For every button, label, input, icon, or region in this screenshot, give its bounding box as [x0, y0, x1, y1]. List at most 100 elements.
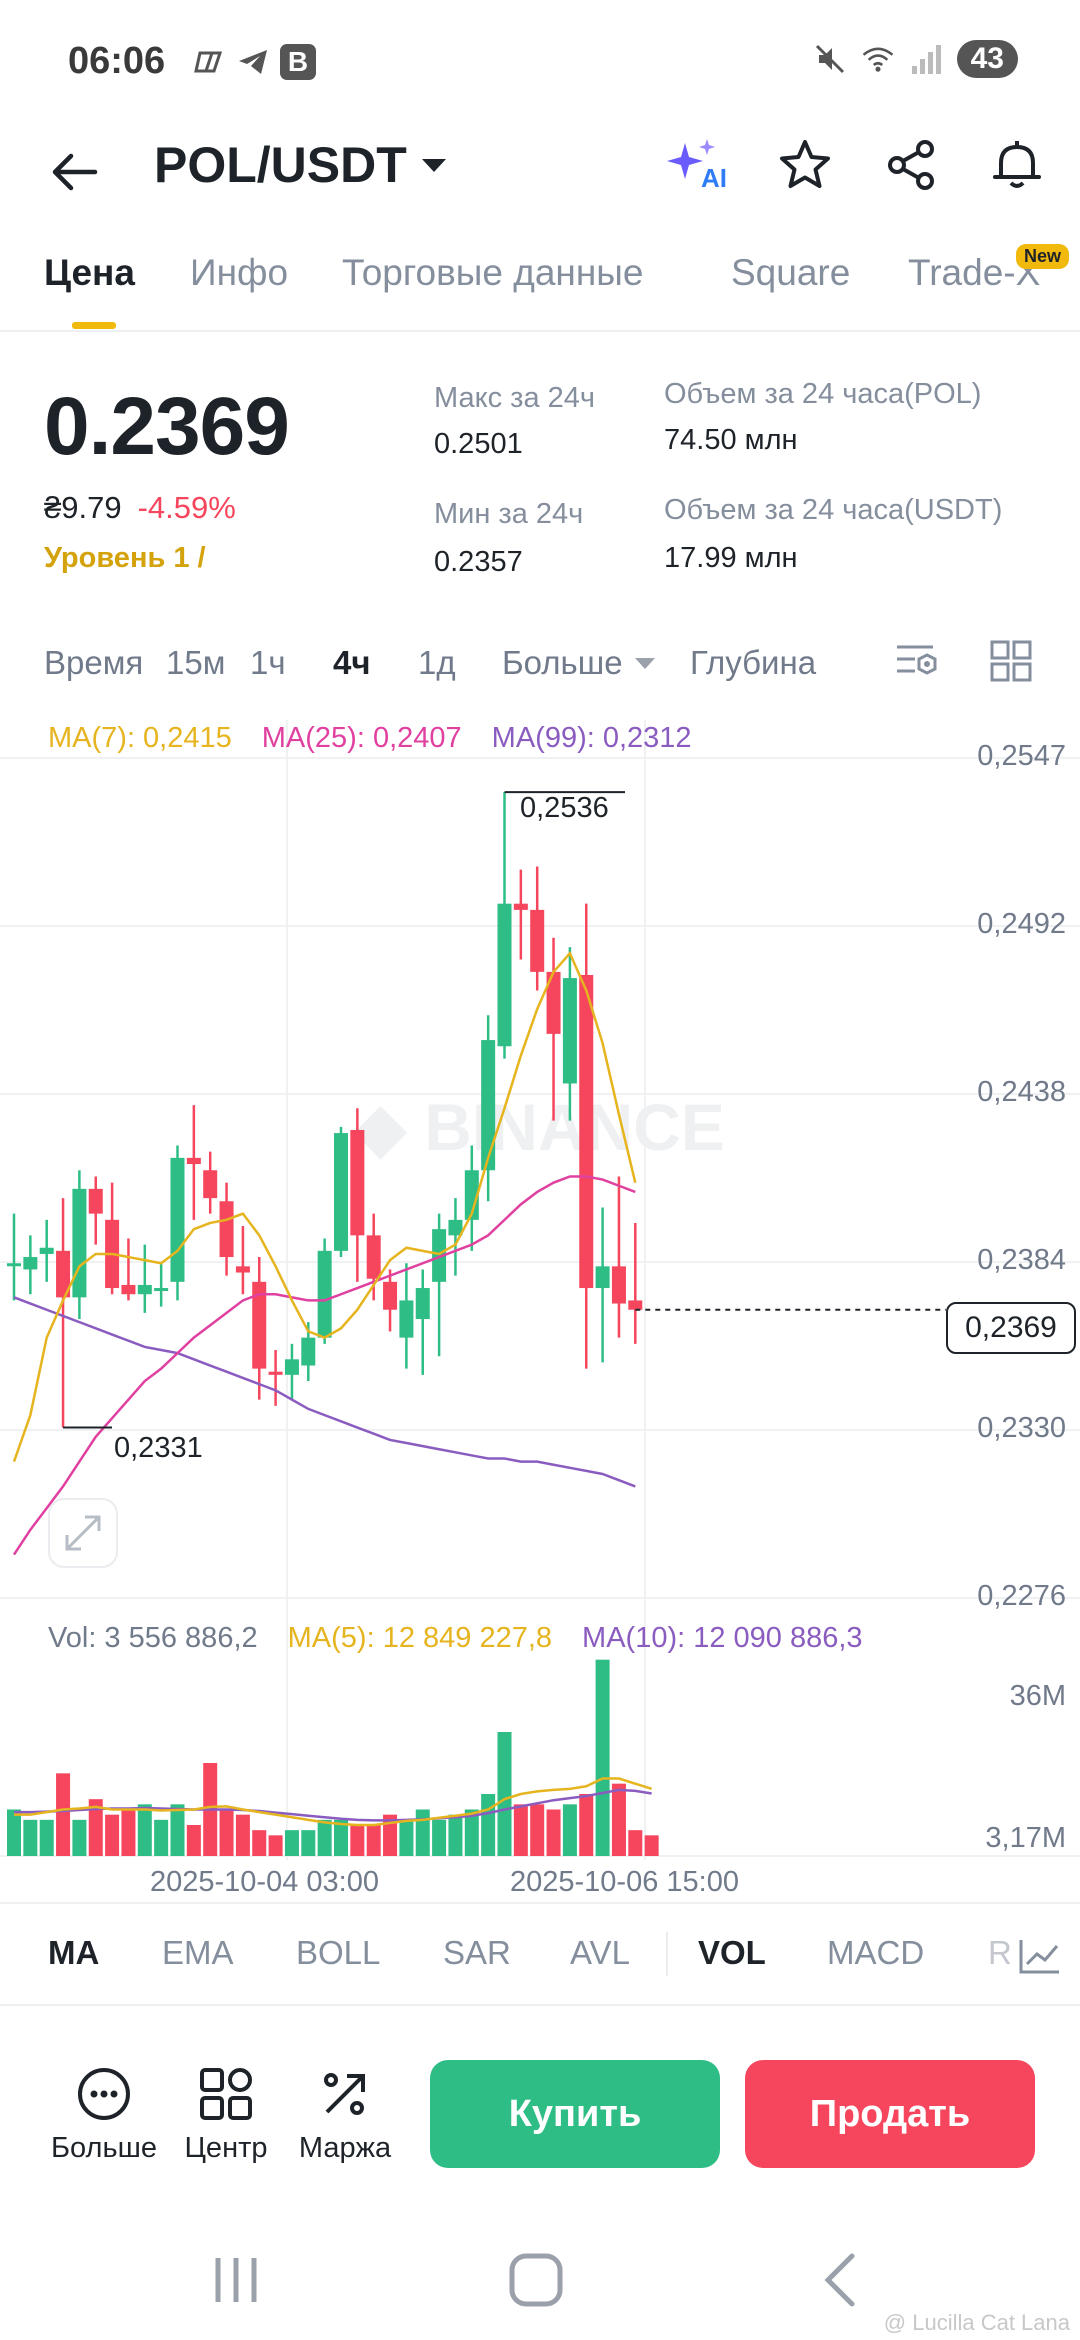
indicator-divider: [666, 1932, 668, 1976]
low-24h-value: 0.2357: [434, 546, 523, 578]
indicator-settings-button[interactable]: [1010, 1926, 1070, 1986]
ai-sparkle-button[interactable]: AI: [666, 132, 732, 198]
volume-bar: [170, 1804, 185, 1856]
ma7-line: [12, 950, 637, 1463]
volume-bar: [464, 1809, 479, 1856]
vol-base-value: 74.50 млн: [664, 424, 798, 456]
candle-down: [235, 1266, 250, 1273]
tab-trading-data[interactable]: Торговые данные: [342, 252, 644, 293]
caret-down-icon: [421, 159, 446, 172]
volume-bar: [317, 1819, 332, 1856]
layout-grid-button[interactable]: [986, 636, 1036, 686]
indicator-rsi[interactable]: R: [988, 1934, 1012, 1971]
level-link[interactable]: Уровень 1 /: [44, 542, 206, 574]
price-chart[interactable]: ◆ BINANCE: [0, 700, 1080, 1870]
volume-bar: [235, 1814, 250, 1856]
candle-down: [350, 1129, 365, 1236]
volume-bar: [186, 1825, 201, 1856]
candle-down: [579, 974, 594, 1289]
interval-time-label[interactable]: Время: [44, 644, 144, 681]
ma99-line: [13, 1296, 636, 1488]
vol-tick-label: 3,17M: [985, 1822, 1066, 1854]
y-tick-label: 0,2438: [977, 1076, 1066, 1108]
margin-button[interactable]: Маржа: [285, 2062, 405, 2165]
recent-apps-button[interactable]: [196, 2240, 276, 2320]
volume-bar: [628, 1830, 643, 1856]
tab-square[interactable]: Square: [731, 252, 851, 293]
center-grid-icon: [200, 2068, 252, 2120]
interval-more-label: Больше: [502, 644, 623, 681]
indicator-sar[interactable]: SAR: [443, 1934, 511, 1971]
indicator-ema[interactable]: EMA: [162, 1934, 234, 1971]
indicator-avl[interactable]: AVL: [570, 1934, 630, 1971]
buy-button[interactable]: Купить: [430, 2060, 720, 2168]
volume-bar: [579, 1794, 594, 1856]
volume-bar: [448, 1814, 463, 1856]
price-change: -4.59%: [137, 490, 236, 525]
copilot-icon: [192, 45, 226, 79]
vol-ma5-line: [14, 1777, 653, 1827]
candle-up: [317, 1250, 332, 1338]
share-icon: [888, 140, 934, 190]
status-bar: 06:06 B 43: [0, 0, 1080, 120]
share-button[interactable]: [878, 132, 944, 198]
chart-settings-button[interactable]: [892, 636, 942, 686]
interval-1h[interactable]: 1ч: [250, 644, 286, 681]
candle-down: [628, 1300, 643, 1310]
candle-up: [334, 1133, 348, 1251]
pair-selector[interactable]: POL/USDT: [154, 136, 449, 194]
interval-4h[interactable]: 4ч: [333, 644, 371, 681]
recent-apps-icon: [215, 2258, 257, 2302]
back-nav-button[interactable]: [800, 2240, 880, 2320]
candle-down: [88, 1188, 103, 1214]
chart-settings-icon: [897, 645, 937, 675]
volume-bar: [137, 1804, 152, 1856]
volume-bar: [88, 1799, 103, 1856]
candle-up: [284, 1359, 299, 1375]
fullscreen-button[interactable]: [48, 1498, 118, 1568]
wifi-icon: [861, 42, 895, 76]
exchange-watermark: ◆ BINANCE: [353, 1090, 725, 1164]
tab-price[interactable]: Цена: [44, 252, 135, 293]
volume-bar: [252, 1830, 267, 1856]
interval-more[interactable]: Больше: [502, 644, 657, 682]
vol-ma10: MA(10): 12 090 886,3: [582, 1622, 863, 1654]
depth-tab[interactable]: Глубина: [690, 644, 817, 681]
candle-down: [530, 909, 545, 972]
volume-bar: [23, 1819, 38, 1856]
high-24h-value: 0.2501: [434, 428, 523, 460]
vol-quote-label: Объем за 24 часа(USDT): [664, 494, 1003, 526]
candle-down: [546, 971, 561, 1034]
indicator-macd[interactable]: MACD: [827, 1934, 925, 1971]
indicator-ma[interactable]: MA: [48, 1934, 100, 1971]
alerts-button[interactable]: [984, 132, 1050, 198]
indicator-boll[interactable]: BOLL: [296, 1934, 381, 1971]
last-price-tag[interactable]: 0,2369: [946, 1302, 1076, 1354]
vol-quote-value: 17.99 млн: [664, 542, 798, 574]
volume-bar: [644, 1835, 659, 1856]
sell-button[interactable]: Продать: [745, 2060, 1035, 2168]
y-tick-label: 0,2384: [977, 1244, 1066, 1276]
interval-row: Время 15м 1ч 4ч 1д Больше Глубина: [0, 630, 1080, 700]
telegram-icon: [236, 45, 270, 79]
volume-bar: [383, 1814, 398, 1856]
volume-bar: [611, 1783, 626, 1856]
volume-bar: [268, 1835, 283, 1856]
candle-up: [7, 1263, 21, 1267]
more-button[interactable]: Больше: [44, 2062, 164, 2165]
header: POL/USDT AI: [0, 120, 1080, 240]
candle-up: [481, 1040, 496, 1171]
volume-bar: [39, 1819, 54, 1856]
favorite-button[interactable]: [772, 132, 838, 198]
interval-15m[interactable]: 15м: [166, 644, 226, 681]
indicator-vol[interactable]: VOL: [698, 1934, 766, 1971]
center-button[interactable]: Центр: [166, 2062, 286, 2165]
candle-down: [186, 1157, 201, 1165]
volume-bar: [219, 1809, 234, 1856]
home-button[interactable]: [496, 2240, 576, 2320]
candle-up: [595, 1266, 610, 1289]
interval-1d[interactable]: 1д: [418, 644, 456, 681]
min-price-marker: 0,2331: [114, 1432, 203, 1464]
back-button[interactable]: [44, 142, 104, 202]
tab-info[interactable]: Инфо: [190, 252, 289, 293]
